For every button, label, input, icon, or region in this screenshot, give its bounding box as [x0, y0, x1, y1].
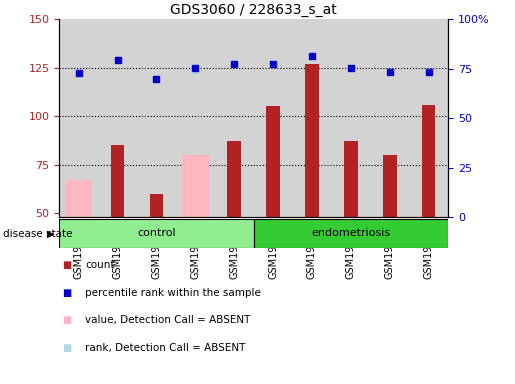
Bar: [266, 106, 280, 217]
Title: GDS3060 / 228633_s_at: GDS3060 / 228633_s_at: [170, 3, 337, 17]
Bar: [305, 64, 319, 217]
Bar: [150, 194, 163, 217]
Text: control: control: [137, 228, 176, 238]
Text: ■: ■: [62, 315, 72, 325]
Bar: [422, 104, 435, 217]
Bar: [111, 145, 124, 217]
Text: percentile rank within the sample: percentile rank within the sample: [85, 288, 261, 298]
Text: endometriosis: endometriosis: [311, 228, 390, 238]
Text: ■: ■: [62, 343, 72, 353]
Text: ■: ■: [62, 288, 72, 298]
Text: ▶: ▶: [46, 229, 54, 239]
Text: count: count: [85, 260, 114, 270]
Bar: [182, 155, 209, 217]
Text: ■: ■: [62, 260, 72, 270]
Text: rank, Detection Call = ABSENT: rank, Detection Call = ABSENT: [85, 343, 245, 353]
Text: disease state: disease state: [3, 229, 72, 239]
Text: value, Detection Call = ABSENT: value, Detection Call = ABSENT: [85, 315, 250, 325]
Bar: [59, 219, 253, 248]
Bar: [383, 155, 397, 217]
Bar: [344, 141, 357, 217]
Bar: [65, 180, 92, 217]
Bar: [228, 141, 241, 217]
Bar: [253, 219, 448, 248]
